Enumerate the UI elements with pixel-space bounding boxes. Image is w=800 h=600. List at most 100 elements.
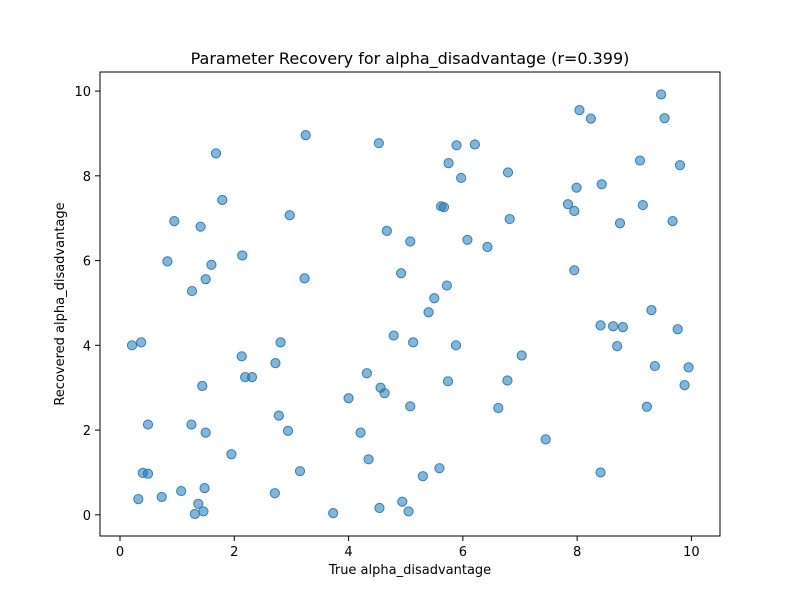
data-point	[363, 454, 374, 465]
y-tick-label: 2	[83, 424, 91, 439]
y-tick-label: 8	[83, 170, 91, 185]
data-point	[206, 259, 217, 270]
data-point	[434, 463, 445, 474]
data-point	[456, 172, 467, 184]
data-point	[199, 483, 210, 494]
data-point	[388, 330, 399, 341]
data-point	[237, 250, 248, 261]
data-point	[516, 350, 527, 361]
y-axis-label: Recovered alpha_disadvantage	[53, 202, 68, 405]
x-tick-label: 8	[573, 545, 581, 560]
data-point	[328, 508, 339, 519]
data-point	[417, 471, 428, 482]
data-point	[595, 320, 606, 331]
data-point	[269, 488, 280, 499]
data-point	[381, 225, 392, 236]
chart-title: Parameter Recovery for alpha_disadvantag…	[191, 49, 630, 69]
data-point	[396, 268, 407, 279]
x-tick-label: 10	[683, 545, 700, 560]
data-point	[343, 393, 354, 404]
data-point	[142, 468, 154, 479]
y-tick-label: 10	[74, 85, 91, 100]
x-tick-label: 2	[230, 545, 238, 560]
x-axis-label: True alpha_disadvantage	[328, 563, 491, 578]
y-tick-label: 4	[83, 339, 91, 354]
data-point	[595, 467, 606, 478]
data-point	[236, 351, 247, 362]
data-point	[493, 402, 504, 414]
data-point	[634, 155, 646, 166]
data-point	[193, 498, 204, 509]
x-axis: 0 2 4 6 8 10	[116, 536, 700, 560]
data-point	[373, 138, 384, 149]
data-point	[504, 213, 515, 225]
data-point	[540, 434, 551, 445]
data-points	[126, 89, 694, 520]
data-point	[562, 199, 574, 210]
data-point	[195, 221, 206, 232]
data-point	[226, 449, 237, 460]
data-point	[667, 216, 678, 227]
data-point	[176, 485, 187, 497]
data-point	[374, 502, 385, 514]
data-point	[246, 372, 258, 383]
data-point	[469, 139, 480, 150]
data-point	[217, 194, 228, 206]
data-point	[438, 202, 450, 213]
data-point	[451, 140, 462, 151]
x-tick-label: 0	[116, 545, 124, 560]
data-point	[569, 205, 580, 217]
data-point	[142, 419, 154, 430]
data-point	[405, 401, 416, 412]
data-point	[423, 307, 434, 318]
data-point	[442, 376, 454, 387]
data-point	[585, 113, 596, 124]
data-point	[403, 506, 414, 517]
data-point	[162, 256, 173, 267]
data-point	[408, 337, 419, 348]
data-point	[649, 360, 660, 372]
data-point	[641, 401, 652, 412]
x-tick-label: 6	[459, 545, 467, 560]
data-point	[646, 305, 657, 316]
data-point	[379, 388, 390, 399]
data-point	[443, 158, 454, 169]
data-point	[197, 380, 208, 392]
data-point	[679, 380, 690, 391]
data-point	[441, 280, 452, 291]
data-point	[133, 494, 144, 505]
data-point	[200, 274, 211, 285]
data-point	[672, 324, 683, 335]
data-point	[502, 375, 513, 386]
data-point	[569, 265, 580, 276]
y-tick-label: 6	[83, 255, 91, 270]
data-point	[659, 113, 670, 124]
data-point	[397, 496, 408, 507]
data-point	[284, 210, 295, 221]
data-point	[136, 337, 147, 348]
data-point	[200, 427, 211, 438]
data-point	[429, 293, 440, 304]
data-point	[273, 410, 284, 421]
data-point	[210, 148, 222, 159]
x-tick-label: 4	[344, 545, 352, 560]
data-point	[450, 340, 462, 351]
data-point	[462, 234, 473, 245]
data-point	[156, 491, 167, 503]
data-point	[596, 179, 607, 190]
data-point	[126, 340, 138, 351]
data-point	[614, 218, 626, 229]
y-axis: 0 2 4 6 8 10	[74, 85, 100, 524]
data-point	[198, 506, 209, 517]
y-tick-label: 0	[83, 509, 91, 524]
data-point	[299, 273, 310, 284]
data-point	[502, 167, 514, 178]
plot-frame	[99, 71, 721, 537]
data-point	[294, 466, 306, 477]
data-point	[189, 508, 200, 520]
data-point	[674, 160, 686, 171]
data-point	[270, 358, 281, 369]
data-point	[683, 362, 694, 373]
data-point	[405, 236, 416, 247]
data-point	[186, 419, 197, 430]
